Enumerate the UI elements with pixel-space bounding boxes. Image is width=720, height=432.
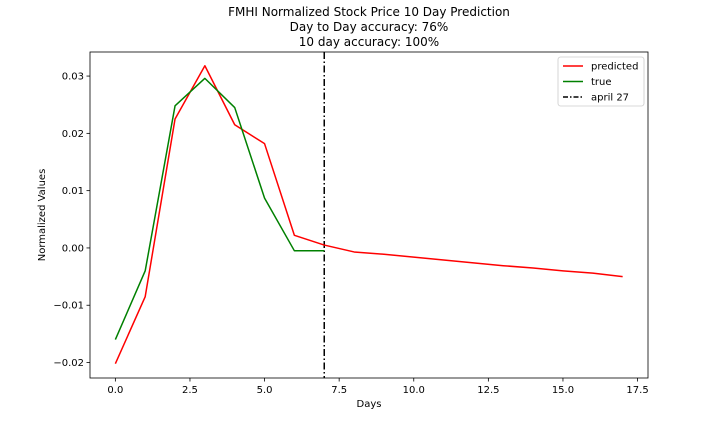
- plot-area: [89, 51, 649, 379]
- legend: predicted true april 27: [557, 56, 645, 107]
- data-point-true: [174, 105, 176, 107]
- legend-box: [557, 56, 645, 107]
- data-point-true: [114, 338, 116, 340]
- data-point-predicted: [234, 124, 236, 126]
- y-tick-label: −0.01: [53, 301, 84, 312]
- x-tick-label: 2.5: [182, 385, 198, 396]
- data-point-predicted: [204, 65, 206, 67]
- data-point-predicted: [263, 142, 265, 144]
- data-point-predicted: [293, 234, 295, 236]
- series-lines: [114, 65, 623, 364]
- y-axis: −0.02 −0.01 0.00 0.01 0.02 0.03: [53, 72, 90, 369]
- x-axis: 0.0 2.5 5.0 7.5 10.0 12.5 15.0 17.5: [107, 378, 649, 396]
- data-point-predicted: [383, 253, 385, 255]
- chart-title-line: 10 day accuracy: 100%: [299, 35, 439, 49]
- data-point-predicted: [532, 267, 534, 269]
- data-point-predicted: [621, 275, 623, 277]
- data-point-predicted: [562, 270, 564, 272]
- data-point-predicted: [442, 259, 444, 261]
- data-point-true: [263, 197, 265, 199]
- data-point-predicted: [144, 295, 146, 297]
- data-point-true: [144, 270, 146, 272]
- x-tick-label: 15.0: [552, 385, 574, 396]
- data-point-true: [323, 250, 325, 252]
- x-tick-label: 0.0: [107, 385, 123, 396]
- y-tick-label: 0.03: [62, 72, 84, 83]
- x-axis-label: Days: [357, 399, 382, 410]
- x-tick-label: 10.0: [403, 385, 425, 396]
- data-point-true: [204, 77, 206, 79]
- data-point-predicted: [174, 118, 176, 120]
- y-tick-label: 0.02: [62, 129, 84, 140]
- series-line-true: [114, 77, 325, 340]
- legend-entry-predicted-label: predicted: [591, 62, 638, 73]
- data-point-predicted: [114, 362, 116, 364]
- legend-entry-april-27-label: april 27: [591, 93, 629, 104]
- y-axis-label: Normalized Values: [37, 169, 48, 262]
- plot-frame: [89, 51, 649, 379]
- data-point-predicted: [472, 262, 474, 264]
- y-tick-label: 0.01: [62, 186, 84, 197]
- x-tick-label: 12.5: [477, 385, 499, 396]
- data-point-predicted: [413, 256, 415, 258]
- data-point-true: [234, 106, 236, 108]
- legend-entry-true-label: true: [591, 77, 612, 88]
- chart-title: FMHI Normalized Stock Price 10 Day Predi…: [228, 5, 510, 49]
- y-tick-label: −0.02: [53, 358, 84, 369]
- y-tick-label: 0.00: [62, 243, 84, 254]
- chart-title-line: Day to Day accuracy: 76%: [290, 20, 449, 34]
- chart-title-line: FMHI Normalized Stock Price 10 Day Predi…: [228, 5, 510, 19]
- x-tick-label: 5.0: [257, 385, 273, 396]
- x-tick-label: 17.5: [626, 385, 648, 396]
- series-line-predicted: [114, 65, 623, 364]
- data-point-true: [293, 250, 295, 252]
- data-point-predicted: [592, 272, 594, 274]
- data-point-predicted: [353, 251, 355, 253]
- data-point-predicted: [502, 265, 504, 267]
- data-point-predicted: [323, 244, 325, 246]
- x-tick-label: 7.5: [331, 385, 347, 396]
